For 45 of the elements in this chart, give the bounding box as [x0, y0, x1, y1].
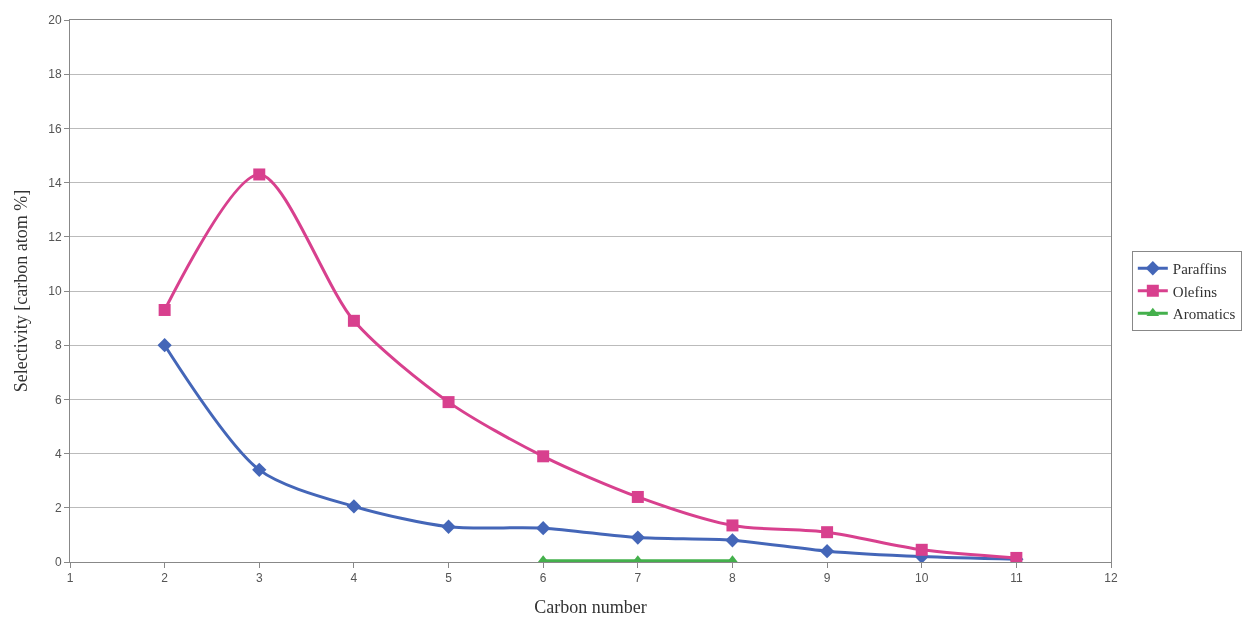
x-tick-label: 6 — [539, 571, 547, 586]
x-tick-label: 12 — [1104, 571, 1118, 586]
point — [347, 314, 360, 327]
legend-label: Paraffins — [1172, 261, 1227, 278]
x-tick-label: 5 — [445, 571, 453, 586]
point — [253, 168, 266, 181]
y-tick-label: 20 — [48, 13, 62, 28]
point — [252, 462, 267, 478]
x-tick-label: 1 — [66, 571, 74, 586]
point — [821, 526, 834, 539]
point — [441, 519, 456, 534]
y-tick-label: 0 — [54, 555, 62, 570]
point — [442, 396, 455, 409]
y-tick-label: 14 — [48, 175, 62, 190]
x-tick-label: 3 — [255, 571, 263, 586]
x-tick-label: 4 — [350, 571, 358, 586]
point — [725, 533, 740, 548]
y-tick-label: 16 — [48, 121, 62, 136]
point — [536, 520, 551, 536]
y-tick-label: 6 — [54, 392, 62, 407]
y-axis-title: Selectivity [carbon atom %] — [11, 189, 32, 393]
y-tick-label: 4 — [54, 446, 62, 461]
x-tick-label: 10 — [915, 571, 929, 586]
point — [631, 490, 644, 503]
point — [158, 303, 171, 316]
y-tick-label: 18 — [48, 67, 62, 82]
x-tick-label: 8 — [729, 571, 737, 586]
point — [915, 543, 928, 556]
x-tick-label: 7 — [634, 571, 642, 586]
point — [726, 519, 739, 532]
legend-label: Olefins — [1172, 283, 1218, 300]
legend-label: Aromatics — [1172, 306, 1236, 323]
y-tick-label: 10 — [48, 284, 62, 299]
x-tick-label: 11 — [1010, 571, 1023, 586]
y-tick-label: 8 — [54, 338, 62, 353]
point — [537, 450, 550, 463]
x-tick-label: 2 — [161, 571, 169, 586]
point — [630, 530, 645, 545]
x-axis-title: Carbon number — [534, 596, 647, 617]
y-tick-label: 2 — [54, 501, 62, 515]
x-tick-label: 9 — [823, 571, 831, 586]
point — [346, 499, 362, 514]
point — [157, 338, 172, 353]
point — [819, 544, 835, 559]
y-tick-label: 12 — [48, 230, 62, 244]
